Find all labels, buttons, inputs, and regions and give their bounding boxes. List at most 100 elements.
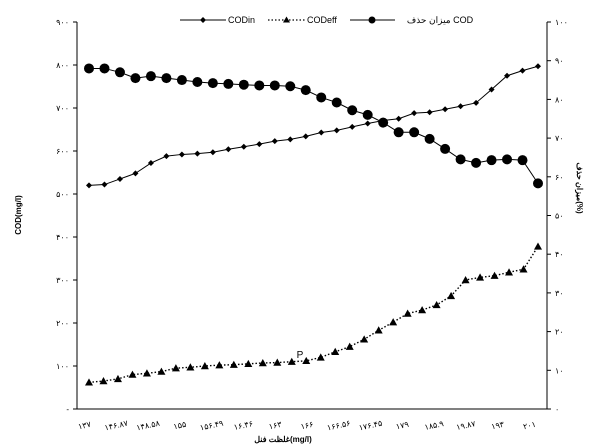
data-point <box>461 276 470 284</box>
data-point <box>273 358 282 366</box>
data-point <box>318 129 325 136</box>
data-point <box>269 80 280 91</box>
data-point <box>409 127 420 138</box>
data-point <box>364 120 371 127</box>
data-point <box>238 79 249 90</box>
data-point <box>229 360 238 368</box>
data-point <box>287 136 294 143</box>
x-tick-label: ۱۵۶.۴۹ <box>199 419 224 433</box>
data-point <box>209 149 216 156</box>
data-point <box>316 92 327 103</box>
series-line <box>89 67 539 184</box>
legend-codin-marker <box>200 17 206 23</box>
data-point <box>345 342 354 350</box>
data-point <box>147 160 154 167</box>
data-point <box>130 73 141 84</box>
y-left-tick-labels: - ۱۰۰ ۲۰۰ ۳۰۰ ۴۰۰ ۵۰۰ ۶۰۰ ۷۰۰ ۸۰۰ ۹۰۰ <box>56 18 77 414</box>
x-tick-label: ۱۷۶.۴۵ <box>358 419 383 433</box>
data-point <box>533 178 543 189</box>
x-tick-label: ۱۶.۴۶ <box>233 419 254 432</box>
data-point <box>86 182 92 189</box>
data-point <box>207 78 218 89</box>
data-point <box>254 80 265 91</box>
data-point <box>85 378 93 386</box>
data-point <box>258 358 267 367</box>
x-tick-label: ۱۸۵.۹ <box>424 419 445 432</box>
data-point <box>473 99 480 106</box>
y-right-tick-label: ۰ <box>555 405 559 414</box>
data-point <box>200 362 209 370</box>
data-point <box>360 335 369 343</box>
data-point <box>331 347 340 356</box>
x-tick-label: ۱۶۶.۵۶ <box>326 419 351 433</box>
data-point <box>161 73 172 84</box>
data-point <box>486 155 497 166</box>
data-point <box>215 361 224 369</box>
y-right-tick-label: ۲۰ <box>555 328 564 337</box>
legend-codeff-label: CODeff <box>307 15 337 25</box>
data-point <box>186 363 195 371</box>
data-point <box>163 153 170 160</box>
x-tick-label: ۱۹۳ <box>490 420 505 432</box>
data-point <box>128 370 137 378</box>
data-point <box>455 154 466 165</box>
data-point <box>316 353 325 361</box>
data-point <box>378 117 389 128</box>
data-point <box>349 123 356 130</box>
legend-removal-label: میزان حذف COD <box>407 15 474 26</box>
y-left-tick-label: ۸۰۰ <box>56 61 69 70</box>
x-axis-title: غلظت فنل(mg/l) <box>254 435 312 444</box>
data-point <box>157 367 166 375</box>
data-point <box>331 97 342 108</box>
legend: CODin CODeff میزان حذف COD <box>180 15 474 26</box>
data-point <box>534 242 542 250</box>
data-point <box>300 85 311 96</box>
x-tick-label: ۱۴۸.۵۸ <box>136 419 162 433</box>
series-codeff <box>85 242 542 386</box>
data-point <box>116 175 123 182</box>
data-point <box>362 109 373 120</box>
x-tick-label: ۱۵۵ <box>173 420 187 431</box>
data-point <box>302 356 311 365</box>
data-point <box>223 78 234 89</box>
data-point <box>447 291 456 300</box>
y-right-tick-label: ۴۰ <box>555 250 564 259</box>
data-point <box>504 72 511 79</box>
data-point <box>176 75 187 86</box>
data-point <box>84 63 94 74</box>
data-point <box>271 138 278 145</box>
series-removal <box>84 63 543 189</box>
y-left-tick-label: ۴۰۰ <box>56 233 69 242</box>
y-left-tick-label: ۷۰۰ <box>56 104 69 113</box>
y-left-tick-label: ۶۰۰ <box>56 147 69 156</box>
data-point <box>240 143 247 150</box>
data-point <box>132 170 139 177</box>
y-right-axis-title: میزان حذف(%) <box>574 162 584 214</box>
data-point <box>347 105 358 116</box>
data-point <box>411 110 418 117</box>
y-right-tick-label: ۹۰ <box>555 57 564 66</box>
data-point <box>418 306 427 314</box>
data-point <box>114 67 125 78</box>
y-left-tick-label: ۲۰۰ <box>56 319 69 328</box>
y-left-tick-label: ۹۰۰ <box>56 18 69 27</box>
data-point <box>225 146 232 153</box>
data-point <box>519 67 526 74</box>
data-point <box>426 109 433 116</box>
series-line <box>88 65 539 186</box>
data-point <box>502 154 513 165</box>
data-point <box>256 141 263 148</box>
y-right-tick-label: ۱۰ <box>555 366 564 375</box>
data-point <box>99 377 108 385</box>
y-left-tick-label: ۵۰۰ <box>56 190 69 199</box>
y-left-tick-label: ۳۰۰ <box>56 276 69 285</box>
data-point <box>471 157 482 168</box>
data-point <box>99 63 110 74</box>
data-point <box>302 133 309 140</box>
data-point <box>285 81 296 92</box>
data-point <box>171 364 180 372</box>
data-point <box>490 271 499 279</box>
data-point <box>535 63 541 70</box>
data-point <box>101 181 108 188</box>
data-point <box>145 71 156 82</box>
